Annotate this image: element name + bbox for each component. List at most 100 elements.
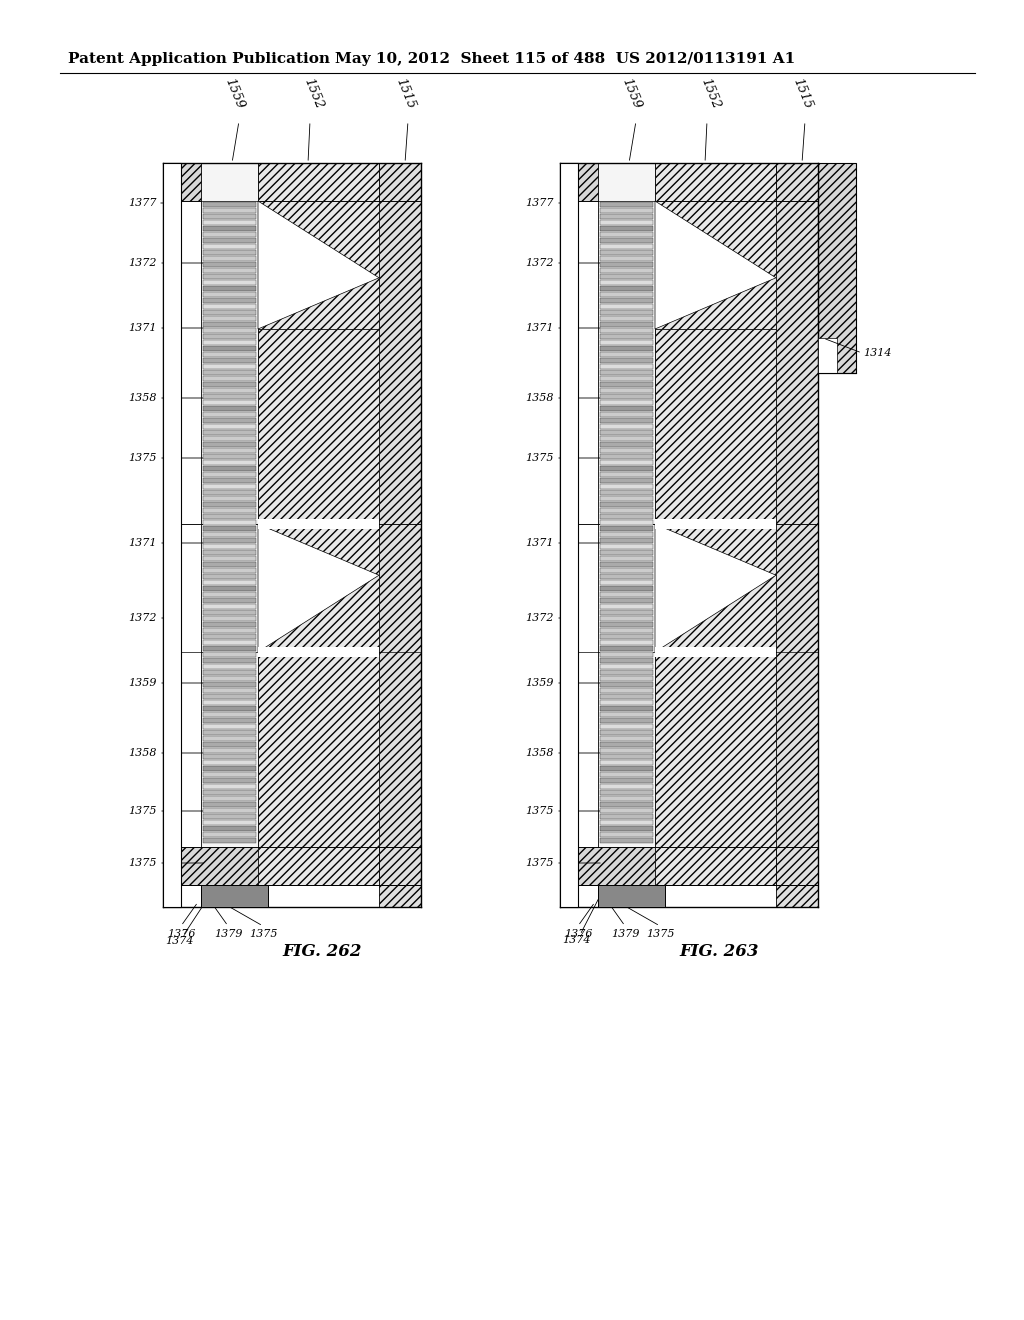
Bar bbox=[203, 657, 256, 663]
Bar bbox=[600, 700, 653, 705]
Bar bbox=[203, 238, 256, 243]
Bar bbox=[600, 640, 653, 645]
Text: 1358: 1358 bbox=[128, 748, 157, 758]
Bar bbox=[600, 591, 653, 597]
Text: 1375: 1375 bbox=[128, 453, 157, 463]
Bar bbox=[203, 268, 256, 273]
Bar bbox=[203, 568, 256, 573]
Bar bbox=[203, 634, 256, 639]
Bar bbox=[655, 652, 776, 847]
Bar bbox=[203, 388, 256, 393]
Bar bbox=[776, 162, 818, 907]
Bar bbox=[379, 162, 421, 907]
Bar bbox=[203, 562, 256, 568]
Bar bbox=[203, 249, 256, 255]
Bar bbox=[600, 226, 653, 231]
Bar bbox=[203, 430, 256, 436]
Bar bbox=[600, 447, 653, 453]
Bar bbox=[258, 519, 379, 529]
Bar bbox=[600, 652, 653, 657]
Bar bbox=[203, 334, 256, 339]
Bar bbox=[655, 201, 776, 329]
Bar bbox=[203, 490, 256, 495]
Bar bbox=[600, 723, 653, 729]
Bar bbox=[600, 496, 653, 502]
Bar bbox=[203, 466, 256, 471]
Bar bbox=[600, 622, 653, 627]
Bar bbox=[776, 847, 818, 884]
Bar bbox=[203, 539, 256, 543]
Bar bbox=[600, 352, 653, 356]
Bar bbox=[203, 803, 256, 807]
Bar bbox=[258, 329, 379, 524]
Bar bbox=[203, 327, 256, 333]
Polygon shape bbox=[655, 201, 776, 329]
Bar bbox=[203, 766, 256, 771]
Bar bbox=[203, 550, 256, 554]
Bar bbox=[600, 657, 653, 663]
Bar bbox=[600, 327, 653, 333]
Bar bbox=[203, 754, 256, 759]
Text: 1359: 1359 bbox=[525, 678, 554, 688]
Bar bbox=[203, 298, 256, 304]
Bar bbox=[600, 550, 653, 554]
Bar bbox=[203, 723, 256, 729]
Bar bbox=[203, 232, 256, 238]
Bar bbox=[600, 616, 653, 620]
Bar bbox=[203, 784, 256, 789]
Text: Patent Application Publication: Patent Application Publication bbox=[68, 51, 330, 66]
Text: 1372: 1372 bbox=[128, 612, 157, 623]
Bar bbox=[203, 616, 256, 620]
Bar bbox=[600, 766, 653, 771]
Bar bbox=[203, 275, 256, 279]
Bar bbox=[600, 574, 653, 579]
Bar bbox=[600, 232, 653, 238]
Bar bbox=[560, 162, 578, 907]
Bar bbox=[600, 275, 653, 279]
Bar bbox=[600, 388, 653, 393]
Bar bbox=[600, 381, 653, 387]
Bar bbox=[600, 214, 653, 219]
Bar bbox=[600, 832, 653, 837]
Bar bbox=[203, 520, 256, 525]
Bar bbox=[598, 884, 665, 907]
Text: 1375: 1375 bbox=[128, 807, 157, 816]
Bar bbox=[600, 634, 653, 639]
Text: May 10, 2012  Sheet 115 of 488  US 2012/0113191 A1: May 10, 2012 Sheet 115 of 488 US 2012/01… bbox=[335, 51, 796, 66]
Bar bbox=[379, 162, 421, 201]
Text: FIG. 262: FIG. 262 bbox=[283, 944, 361, 961]
Bar bbox=[203, 513, 256, 519]
Bar bbox=[600, 244, 653, 249]
Text: 1372: 1372 bbox=[525, 257, 554, 268]
Bar bbox=[600, 808, 653, 813]
Bar bbox=[600, 310, 653, 315]
Bar bbox=[600, 268, 653, 273]
Bar bbox=[203, 808, 256, 813]
Text: 1377: 1377 bbox=[525, 198, 554, 209]
Bar bbox=[600, 376, 653, 381]
Bar bbox=[203, 645, 256, 651]
Bar bbox=[776, 162, 818, 201]
Bar bbox=[600, 424, 653, 429]
Bar bbox=[203, 525, 256, 531]
Text: 1371: 1371 bbox=[525, 323, 554, 333]
Text: 1376: 1376 bbox=[167, 929, 196, 939]
Bar bbox=[600, 454, 653, 459]
Bar bbox=[600, 358, 653, 363]
Bar bbox=[203, 459, 256, 465]
Bar bbox=[600, 664, 653, 669]
Bar bbox=[600, 676, 653, 681]
Text: 1359: 1359 bbox=[128, 678, 157, 688]
Bar bbox=[600, 478, 653, 483]
Bar bbox=[258, 162, 379, 201]
Bar bbox=[203, 598, 256, 603]
Bar bbox=[600, 579, 653, 585]
Text: 1372: 1372 bbox=[128, 257, 157, 268]
Text: 1375: 1375 bbox=[128, 858, 157, 869]
Bar bbox=[181, 847, 258, 884]
Bar bbox=[203, 244, 256, 249]
Bar bbox=[600, 820, 653, 825]
Bar bbox=[600, 393, 653, 399]
Polygon shape bbox=[258, 524, 379, 652]
Bar bbox=[181, 162, 258, 201]
